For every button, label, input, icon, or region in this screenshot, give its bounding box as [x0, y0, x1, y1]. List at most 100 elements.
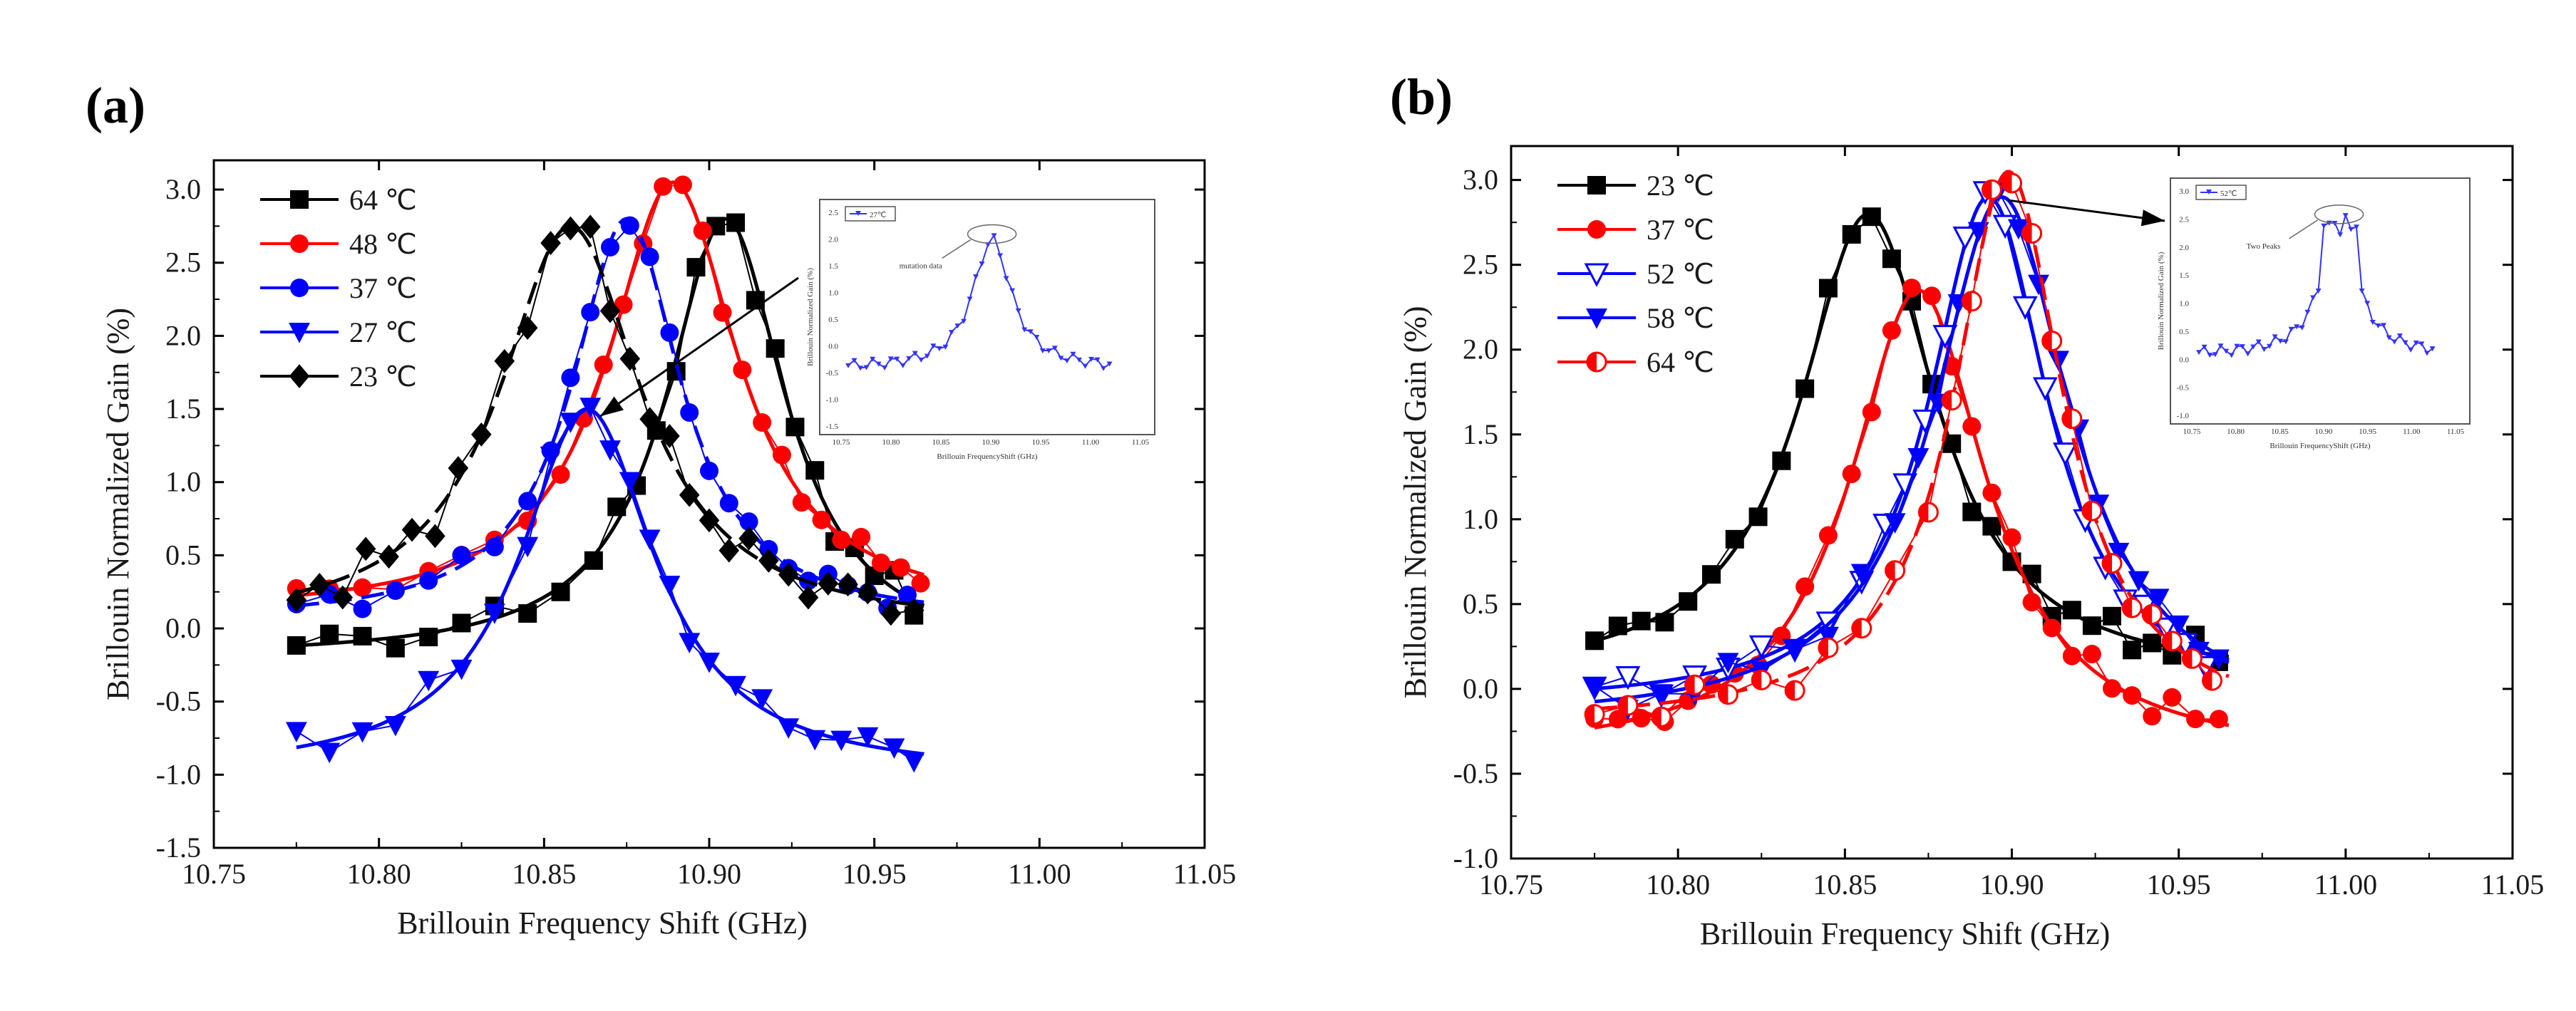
legend-item: 58 ℃ — [1557, 302, 1714, 334]
inset-data-point — [2309, 295, 2316, 301]
data-point — [594, 355, 613, 374]
legend-label: 64 ℃ — [1647, 346, 1714, 378]
data-point — [659, 424, 680, 448]
data-point — [1818, 279, 1838, 298]
fit-curve — [296, 224, 924, 608]
inset: 10.75 10.80 10.85 10.90 10.95 11.00 11.05 2.5 2.… — [806, 199, 1155, 461]
inset-x-tick-label: 10.90 — [982, 438, 1000, 447]
data-point — [353, 578, 372, 597]
data-point — [1617, 695, 1639, 716]
inset-data-point — [1015, 308, 1021, 313]
y-tick-label: 2.0 — [165, 319, 201, 351]
data-point — [746, 291, 765, 310]
y-axis-ticks: -1.5 -1.0 -0.5 0.0 0.5 1.0 1.5 2.0 2.5 3.0 — [156, 173, 1205, 864]
data-point — [639, 529, 661, 550]
x-tick-label: 11.00 — [1008, 858, 1071, 890]
data-point — [2186, 710, 2205, 729]
inset-y-tick-label: 1.5 — [828, 262, 838, 271]
inset-y-label: Brillouin Normalized Gain (%) — [2157, 252, 2165, 350]
data-point — [2022, 593, 2041, 612]
data-point — [639, 407, 660, 432]
legend-item: 23 ℃ — [1557, 170, 1714, 202]
legend-item: 48 ℃ — [260, 228, 417, 260]
data-point — [738, 526, 759, 551]
inset-data-point — [2228, 353, 2235, 358]
inset-arrow — [2008, 199, 2165, 227]
data-point — [584, 551, 603, 570]
data-point — [518, 604, 537, 623]
inset-data-point — [2261, 347, 2267, 353]
inset-annotation-pointer — [942, 239, 972, 259]
legend-label: 48 ℃ — [349, 228, 417, 260]
data-point — [355, 536, 376, 561]
panel-letter: (b) — [1390, 68, 1453, 125]
y-tick-label: 1.0 — [165, 466, 201, 498]
data-point — [599, 299, 621, 323]
data-point — [699, 508, 720, 533]
inset-legend-label: 52℃ — [2220, 190, 2237, 198]
data-point — [659, 576, 681, 596]
data-point — [2161, 631, 2183, 652]
data-point — [1882, 321, 1901, 340]
data-point — [679, 633, 701, 654]
inset-legend-label: 27℃ — [870, 211, 886, 219]
legend: 23 ℃ 37 ℃ 52 ℃ 58 ℃ 64 ℃ — [1557, 170, 1714, 378]
data-point — [713, 303, 732, 322]
data-point — [452, 546, 471, 565]
y-tick-label: -1.0 — [1453, 842, 1498, 874]
data-point — [1851, 618, 1872, 639]
data-point — [792, 493, 811, 512]
y-tick-label: 2.0 — [1463, 333, 1498, 365]
data-point — [654, 177, 673, 196]
inset-data-point — [918, 357, 924, 363]
arrow-head — [2140, 209, 2165, 227]
inset-data-point — [2391, 339, 2398, 345]
y-tick-label: 0.5 — [1463, 588, 1498, 620]
inset-data-point — [967, 296, 973, 302]
data-point — [903, 598, 924, 623]
legend: 64 ℃ 48 ℃ 37 ℃ 27 ℃ 23 ℃ — [260, 184, 417, 393]
y-tick-label: 1.5 — [1463, 418, 1498, 450]
inset-y-tick-label: 1.5 — [2179, 271, 2189, 280]
inset-x-label: Brillouin FrequencyShift (GHz) — [937, 452, 1037, 461]
data-point — [551, 582, 570, 601]
data-point — [1684, 674, 1706, 695]
x-tick-label: 11.00 — [2314, 869, 2378, 901]
data-point — [903, 752, 925, 773]
inset-y-tick-label: 2.5 — [828, 209, 838, 217]
fit-curve — [296, 217, 925, 648]
y-tick-label: 0.0 — [1463, 673, 1498, 705]
marker-fill — [1852, 618, 1862, 638]
data-point — [2062, 646, 2081, 665]
data-point — [2143, 633, 2162, 653]
data-point — [560, 216, 581, 241]
inset-data-point — [2429, 346, 2436, 352]
marker-fill — [2203, 671, 2212, 690]
data-point — [2101, 553, 2123, 574]
data-point — [772, 445, 791, 465]
inset-data-point — [1051, 346, 1058, 351]
inset-y-tick-label: 1.0 — [2179, 300, 2189, 309]
inset-y-tick-label: 0.5 — [2179, 328, 2189, 336]
data-point — [726, 213, 746, 232]
inset-data-point — [2402, 340, 2408, 346]
data-point — [2123, 686, 2142, 705]
inset-x-tick-label: 10.75 — [833, 438, 850, 447]
data-point — [448, 456, 469, 480]
x-tick-label: 10.95 — [2147, 869, 2211, 901]
data-point — [319, 742, 341, 764]
data-point — [1941, 390, 1962, 411]
panel-letter: (a) — [86, 77, 145, 134]
inset-data-point — [1046, 348, 1052, 354]
marker-fill — [2143, 605, 2153, 624]
inset-data-point — [1027, 329, 1034, 335]
inset-data-point — [1021, 327, 1028, 333]
series-4 — [286, 214, 924, 626]
data-point — [718, 538, 740, 563]
data-point — [287, 636, 306, 655]
inset-y-tick-label: 2.5 — [2179, 215, 2189, 224]
inset-annotation-pointer — [2289, 219, 2318, 239]
y-tick-label: 2.5 — [165, 247, 201, 279]
data-point — [2002, 528, 2021, 547]
data-point — [758, 549, 779, 573]
